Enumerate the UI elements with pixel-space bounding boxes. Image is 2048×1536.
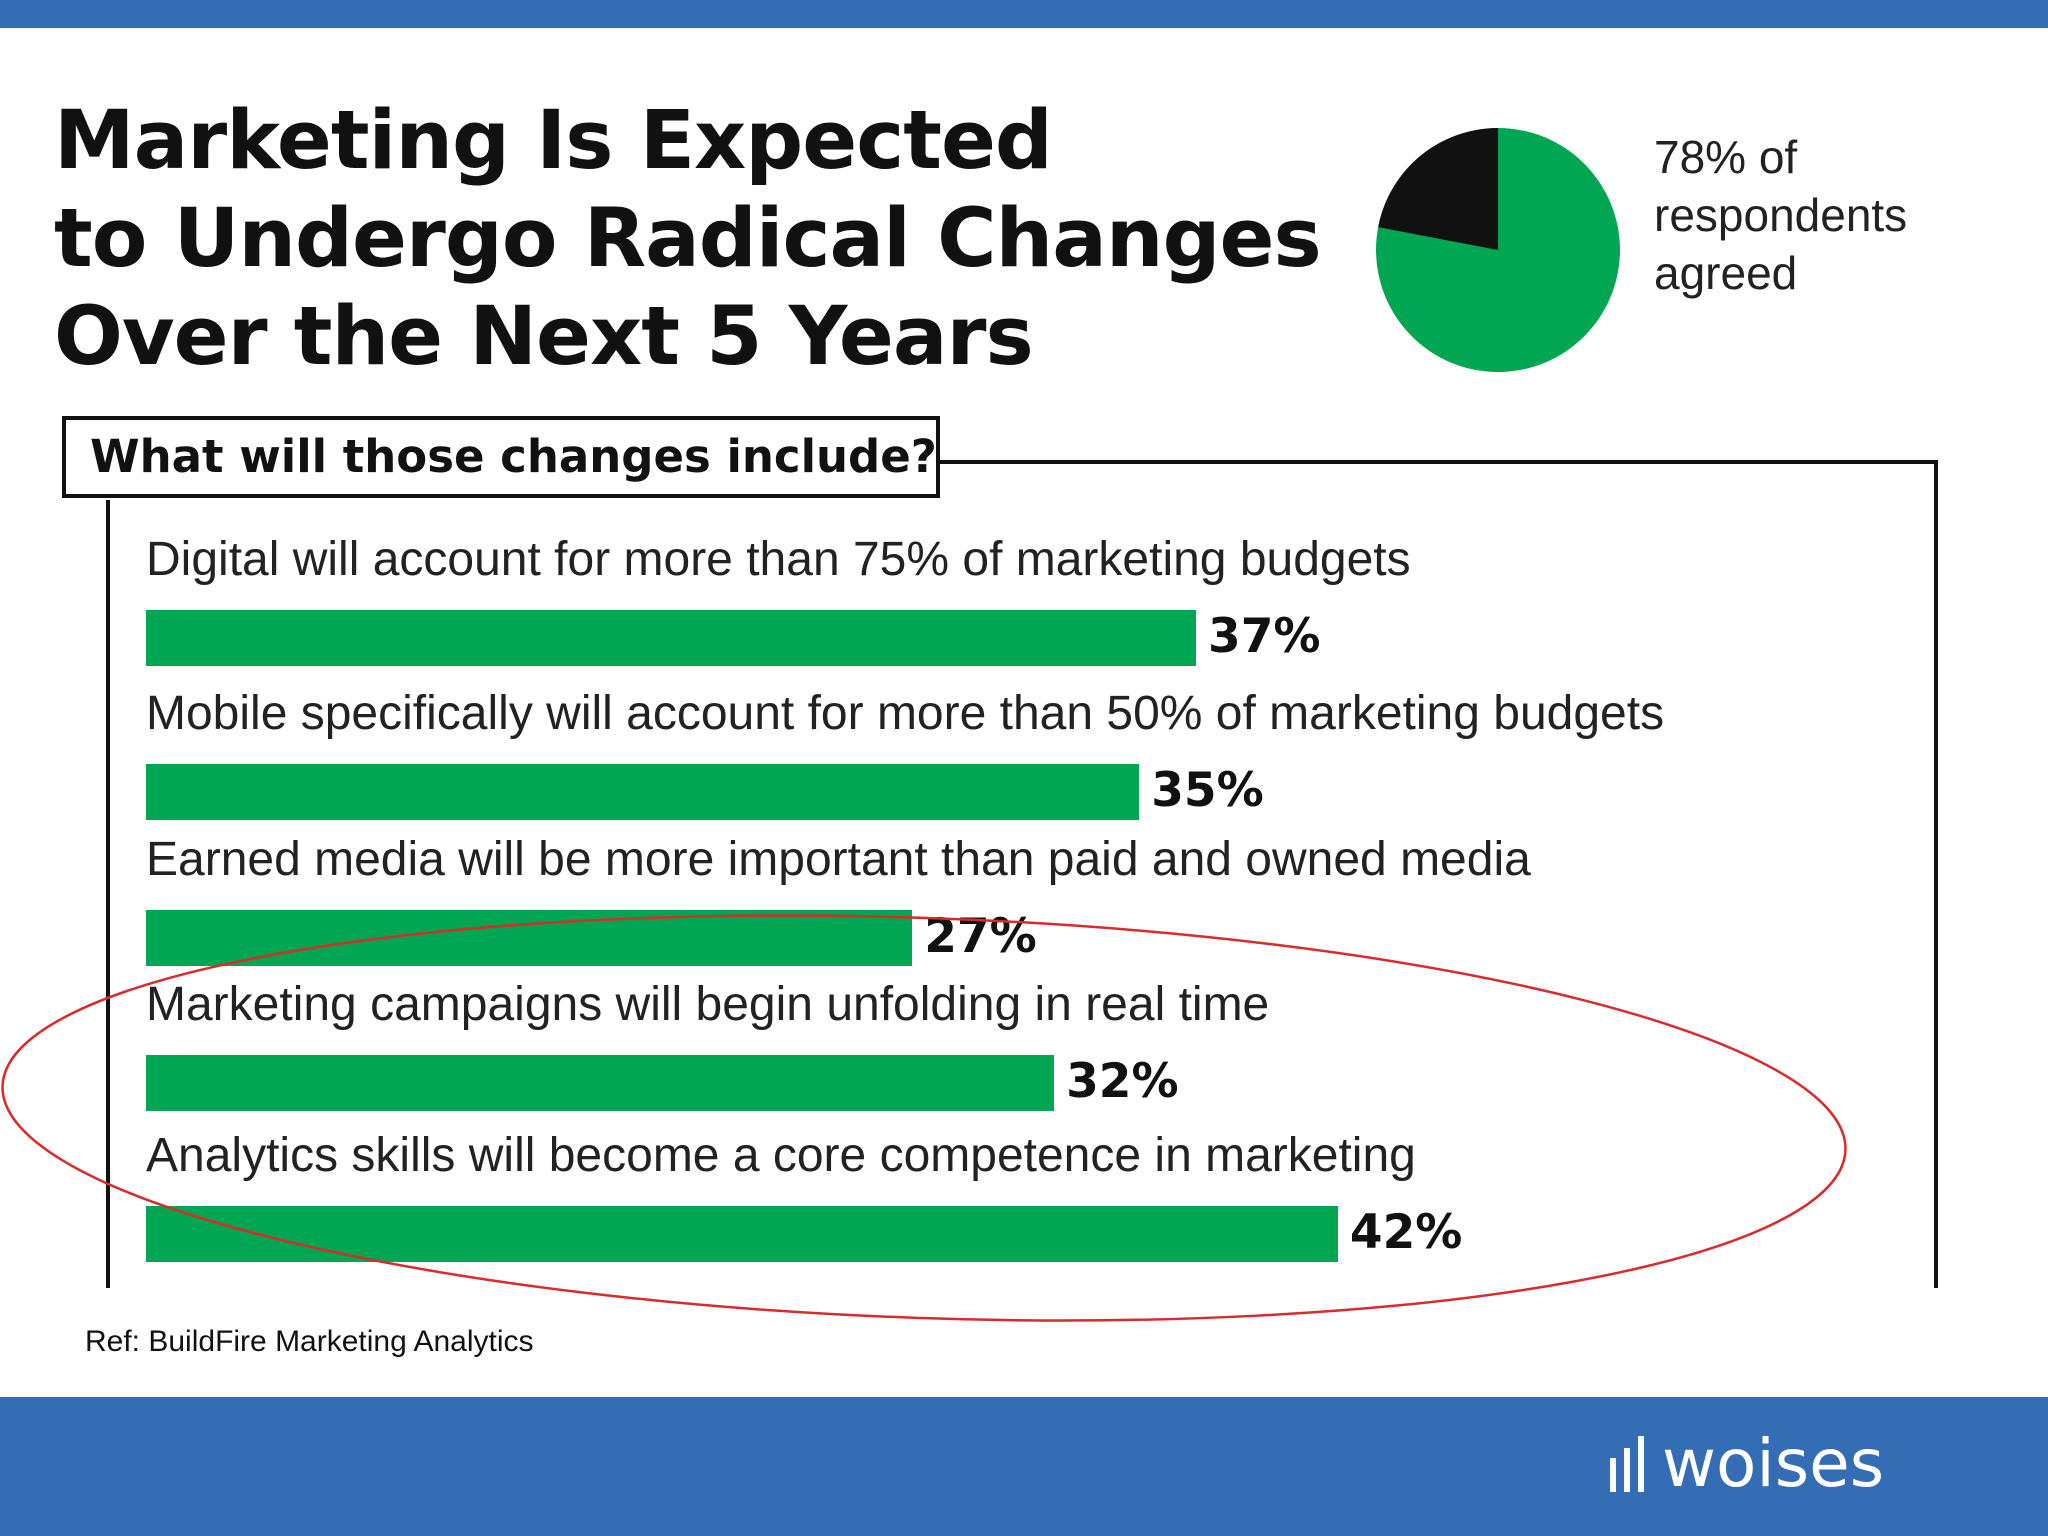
panel-border-right [1934,460,1938,1288]
pie-caption: 78% of respondents agreed [1654,128,1907,302]
bar-row: Earned media will be more important than… [146,830,1906,970]
bottom-band [0,1397,2048,1536]
bar-category-label: Mobile specifically will account for mor… [146,687,1665,740]
chart-title: Marketing Is Expected to Undergo Radical… [54,92,1354,386]
woises-logo: woises [1608,1424,1884,1504]
bar-value-label: 42% [1349,1205,1463,1260]
bar-value-label: 32% [1066,1054,1179,1109]
logo-bars-icon [1610,1436,1644,1492]
agreement-pie-chart [1376,128,1620,372]
pie-caption-line: agreed [1654,247,1798,299]
bar-value-label: 35% [1151,763,1264,818]
bar-chart: Digital will account for more than 75% o… [146,530,1906,1290]
panel-border-left [106,500,110,1288]
pie-caption-line: 78% of [1654,131,1798,183]
bar-row: Digital will account for more than 75% o… [146,530,1906,670]
question-heading: What will those changes include? [62,416,940,498]
bar-category-label: Marketing campaigns will begin unfolding… [146,978,1270,1031]
top-band [0,0,2048,28]
reference-note: Ref: BuildFire Marketing Analytics [85,1325,534,1358]
bar [146,610,1196,666]
panel-border-top [940,460,1938,464]
logo-text: woises [1662,1425,1885,1502]
bar-value-label: 27% [924,909,1037,964]
pie-caption-line: respondents [1654,189,1908,241]
bar-row: Marketing campaigns will begin unfolding… [146,975,1906,1115]
bar [146,764,1140,820]
bar-category-label: Analytics skills will become a core comp… [146,1129,1416,1182]
bar-category-label: Digital will account for more than 75% o… [146,533,1411,586]
bar-row: Analytics skills will become a core comp… [146,1126,1906,1266]
bar [146,1206,1338,1262]
pie-slice-other [1378,128,1498,250]
title-line: Marketing Is Expected [54,94,1053,188]
bar [146,910,913,966]
bar-category-label: Earned media will be more important than… [146,833,1531,886]
bar-row: Mobile specifically will account for mor… [146,684,1906,824]
bar-value-label: 37% [1208,609,1321,664]
title-line: to Undergo Radical Changes [54,192,1322,286]
bar [146,1055,1055,1111]
title-line: Over the Next 5 Years [54,290,1034,384]
